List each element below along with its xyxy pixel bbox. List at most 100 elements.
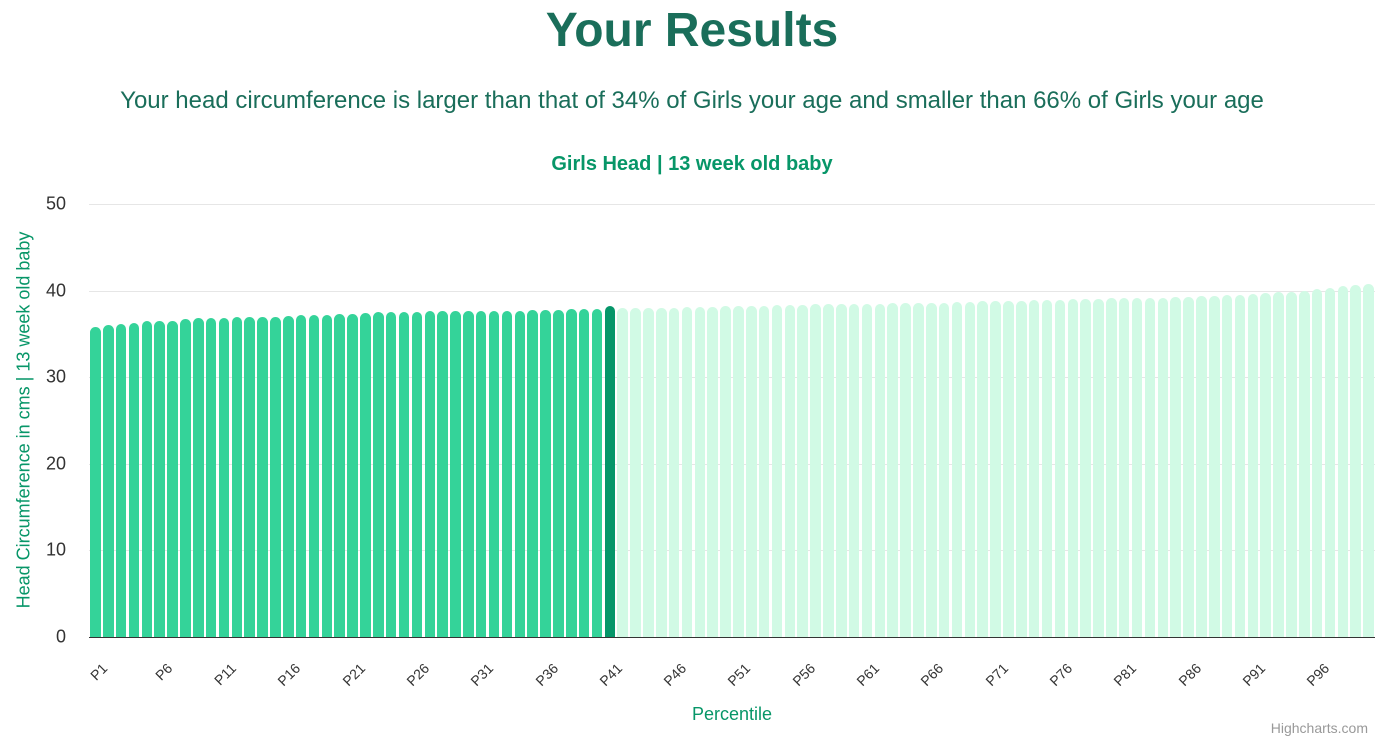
- bar[interactable]: [283, 315, 294, 637]
- bar[interactable]: [694, 307, 706, 637]
- bar[interactable]: [103, 325, 114, 637]
- bar[interactable]: [167, 320, 178, 637]
- bar[interactable]: [115, 324, 127, 637]
- bar[interactable]: [475, 310, 487, 637]
- bar[interactable]: [1221, 294, 1233, 637]
- bar[interactable]: [1041, 300, 1053, 637]
- bar[interactable]: [643, 307, 654, 637]
- bar[interactable]: [591, 308, 603, 637]
- bar[interactable]: [450, 311, 461, 637]
- bar[interactable]: [1234, 294, 1246, 637]
- bar[interactable]: [1016, 301, 1027, 637]
- bar[interactable]: [154, 320, 165, 637]
- bar[interactable]: [1183, 296, 1194, 637]
- bar[interactable]: [1093, 299, 1104, 637]
- bar[interactable]: [1273, 292, 1284, 637]
- bar-current-percentile[interactable]: [604, 306, 616, 637]
- bar[interactable]: [270, 316, 281, 637]
- bar[interactable]: [1157, 297, 1169, 637]
- bar[interactable]: [810, 304, 821, 637]
- bar[interactable]: [655, 307, 667, 637]
- bar[interactable]: [540, 309, 551, 637]
- bar[interactable]: [1080, 299, 1091, 637]
- bar[interactable]: [836, 304, 847, 637]
- bar[interactable]: [218, 318, 230, 637]
- bar[interactable]: [720, 306, 731, 637]
- bar[interactable]: [1208, 295, 1220, 637]
- bar[interactable]: [1260, 293, 1271, 637]
- bar[interactable]: [565, 308, 577, 637]
- bar[interactable]: [1311, 288, 1323, 637]
- bar[interactable]: [1144, 297, 1156, 637]
- bar[interactable]: [90, 326, 101, 637]
- bar[interactable]: [437, 311, 448, 637]
- bar[interactable]: [797, 305, 808, 637]
- bar[interactable]: [874, 303, 886, 637]
- bar[interactable]: [141, 320, 153, 637]
- highcharts-credits-link[interactable]: Highcharts.com: [1270, 720, 1368, 736]
- bar[interactable]: [733, 306, 744, 637]
- bar[interactable]: [180, 319, 191, 637]
- bar[interactable]: [758, 306, 770, 637]
- bar[interactable]: [668, 307, 680, 637]
- bar[interactable]: [1054, 300, 1066, 637]
- bar[interactable]: [231, 316, 243, 637]
- bar[interactable]: [295, 314, 307, 637]
- bar[interactable]: [990, 301, 1001, 637]
- bar[interactable]: [128, 322, 140, 637]
- bar[interactable]: [1131, 297, 1143, 637]
- bar[interactable]: [398, 312, 410, 637]
- bar[interactable]: [977, 301, 989, 637]
- bar[interactable]: [926, 302, 937, 637]
- bar[interactable]: [1028, 300, 1040, 637]
- bar[interactable]: [488, 310, 500, 637]
- bar[interactable]: [617, 307, 628, 637]
- bar[interactable]: [244, 316, 255, 637]
- bar[interactable]: [334, 313, 346, 637]
- bar[interactable]: [347, 313, 358, 637]
- bar[interactable]: [527, 309, 538, 637]
- bar[interactable]: [205, 318, 217, 637]
- bar[interactable]: [1067, 299, 1079, 637]
- bar[interactable]: [424, 311, 436, 637]
- bar[interactable]: [1286, 292, 1297, 637]
- bar[interactable]: [411, 312, 423, 637]
- bar[interactable]: [373, 312, 384, 637]
- bar[interactable]: [1324, 288, 1336, 637]
- bar[interactable]: [681, 307, 693, 637]
- bar[interactable]: [553, 309, 564, 637]
- bar[interactable]: [900, 302, 911, 637]
- bar[interactable]: [578, 308, 590, 637]
- bar[interactable]: [1247, 294, 1259, 637]
- bar[interactable]: [321, 314, 333, 637]
- bar[interactable]: [1337, 286, 1349, 637]
- bar[interactable]: [784, 305, 796, 637]
- bar[interactable]: [823, 304, 834, 637]
- bar[interactable]: [308, 314, 320, 637]
- bar[interactable]: [257, 316, 268, 637]
- bar[interactable]: [501, 310, 513, 637]
- bar[interactable]: [861, 303, 873, 637]
- bar[interactable]: [938, 302, 950, 637]
- bar[interactable]: [1298, 291, 1310, 637]
- bar[interactable]: [1363, 283, 1374, 637]
- bar[interactable]: [1106, 298, 1117, 637]
- bar[interactable]: [771, 305, 783, 637]
- bar[interactable]: [746, 306, 757, 637]
- bar[interactable]: [707, 307, 718, 637]
- bar[interactable]: [514, 310, 526, 637]
- bar[interactable]: [360, 313, 371, 637]
- bar[interactable]: [463, 311, 474, 637]
- bar[interactable]: [193, 318, 204, 637]
- bar[interactable]: [1196, 295, 1207, 637]
- bar[interactable]: [1350, 284, 1361, 637]
- bar[interactable]: [385, 312, 397, 637]
- bar[interactable]: [848, 304, 860, 637]
- bar[interactable]: [951, 301, 963, 637]
- bar[interactable]: [913, 302, 924, 637]
- bar[interactable]: [887, 302, 898, 637]
- bar[interactable]: [1170, 296, 1181, 637]
- bar[interactable]: [964, 301, 976, 637]
- bar[interactable]: [630, 307, 641, 637]
- bar[interactable]: [1003, 301, 1014, 637]
